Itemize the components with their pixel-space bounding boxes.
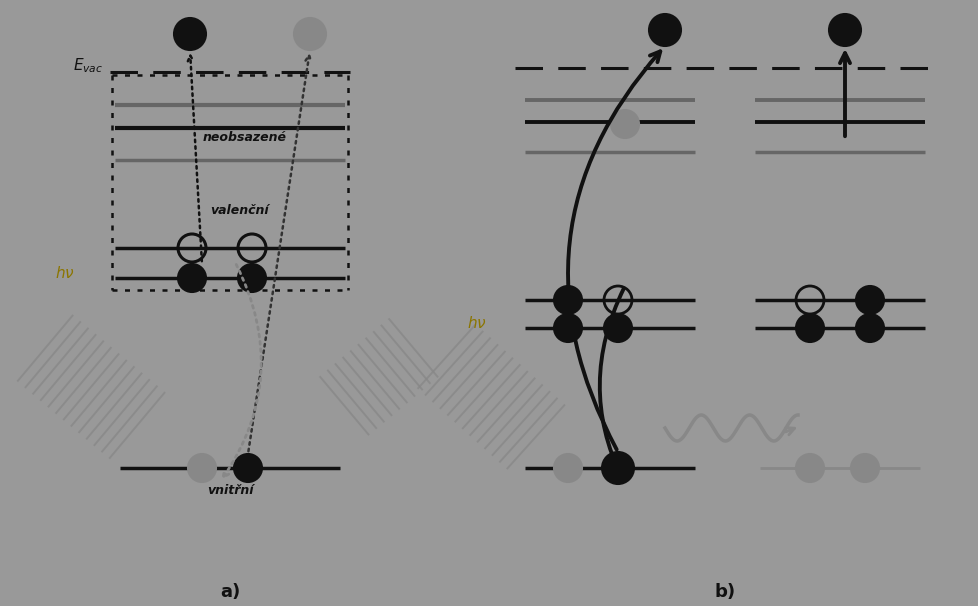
Circle shape (238, 264, 266, 292)
Circle shape (554, 286, 581, 314)
Circle shape (828, 14, 860, 46)
Text: $h\nu$: $h\nu$ (467, 315, 486, 331)
Circle shape (850, 454, 878, 482)
Circle shape (855, 314, 883, 342)
Circle shape (855, 286, 883, 314)
Text: $E_{vac}$: $E_{vac}$ (72, 56, 103, 75)
Text: valenční: valenční (210, 204, 269, 216)
Text: neobsazené: neobsazené (202, 131, 287, 144)
Circle shape (648, 14, 681, 46)
Circle shape (188, 454, 216, 482)
Circle shape (174, 18, 205, 50)
Circle shape (554, 454, 581, 482)
Circle shape (795, 454, 823, 482)
Circle shape (603, 314, 632, 342)
Circle shape (234, 454, 262, 482)
Circle shape (293, 18, 326, 50)
Circle shape (554, 314, 581, 342)
Circle shape (178, 264, 205, 292)
Circle shape (601, 452, 634, 484)
Text: vnitřní: vnitřní (206, 484, 253, 496)
Text: $h\nu$: $h\nu$ (55, 265, 75, 281)
Text: a): a) (220, 583, 240, 601)
Text: b): b) (714, 583, 734, 601)
Circle shape (610, 110, 639, 138)
Circle shape (795, 314, 823, 342)
